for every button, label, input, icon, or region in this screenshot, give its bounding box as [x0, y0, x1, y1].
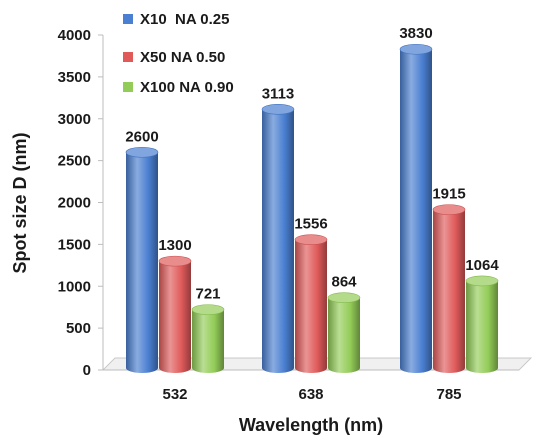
data-label: 1300 [158, 237, 191, 254]
legend-label-x50: X50 NA 0.50 [140, 49, 225, 66]
bar-body [433, 209, 465, 373]
bar [432, 204, 466, 373]
data-label: 1556 [294, 216, 327, 233]
legend-label-x100: X100 NA 0.90 [140, 79, 234, 96]
y-tick-labels: 0 500 1000 1500 2000 2500 3000 3500 4000 [58, 27, 103, 379]
y-tick-label: 2000 [58, 195, 91, 212]
legend-swatch-x50 [123, 52, 133, 62]
bar-body [126, 152, 158, 373]
bar-top [125, 146, 159, 158]
bar [125, 146, 159, 373]
bar-top [294, 234, 328, 245]
y-tick-label: 4000 [58, 27, 91, 44]
x-axis-title: Wavelength (nm) [239, 415, 383, 435]
bar-body [262, 109, 294, 373]
y-tick-label: 1500 [58, 236, 91, 253]
y-tick-label: 500 [66, 320, 91, 337]
bar-top [432, 204, 466, 215]
bar [399, 43, 433, 374]
data-label: 721 [195, 286, 220, 303]
bar-top [327, 292, 361, 303]
bar-body [295, 239, 327, 373]
bar [191, 304, 225, 373]
bars [125, 43, 499, 374]
bar [158, 255, 192, 373]
y-tick-label: 3500 [58, 69, 91, 86]
data-label: 864 [331, 274, 357, 291]
data-label: 3113 [262, 85, 295, 102]
bar-top [261, 103, 295, 115]
bar [294, 234, 328, 373]
legend-swatch-x10 [123, 14, 133, 24]
data-label: 2600 [125, 128, 158, 145]
y-axis-title: Spot size D (nm) [10, 132, 30, 273]
x-tick-label: 638 [298, 386, 323, 403]
y-tick-label: 2500 [58, 153, 91, 170]
y-tick-label: 0 [83, 362, 91, 379]
bar-body [400, 49, 432, 374]
bar-top [399, 43, 433, 55]
y-tick-label: 3000 [58, 111, 91, 128]
data-labels: 2600 1300 721 3113 1556 864 3830 1915 1064 [125, 25, 499, 302]
x-tick-label: 785 [436, 386, 461, 403]
legend-swatch-x100 [123, 82, 133, 92]
bar [261, 103, 295, 373]
bar-body [466, 280, 498, 373]
bar-top [465, 275, 499, 287]
bar [465, 275, 499, 373]
legend-label-x10: X10 NA 0.25 [140, 11, 230, 28]
bar [327, 292, 361, 373]
bar-body [328, 297, 360, 373]
data-label: 1064 [465, 257, 499, 274]
bar-top [191, 304, 225, 315]
data-label: 3830 [399, 25, 432, 42]
x-tick-label: 532 [162, 386, 187, 403]
legend: X10 NA 0.25 X50 NA 0.50 X100 NA 0.90 [123, 11, 234, 96]
bar-body [159, 261, 191, 373]
y-tick-label: 1000 [58, 278, 91, 295]
data-label: 1915 [432, 186, 465, 203]
bar-top [158, 255, 192, 267]
x-tick-labels: 532 638 785 [162, 386, 461, 403]
bar-body [192, 309, 224, 373]
